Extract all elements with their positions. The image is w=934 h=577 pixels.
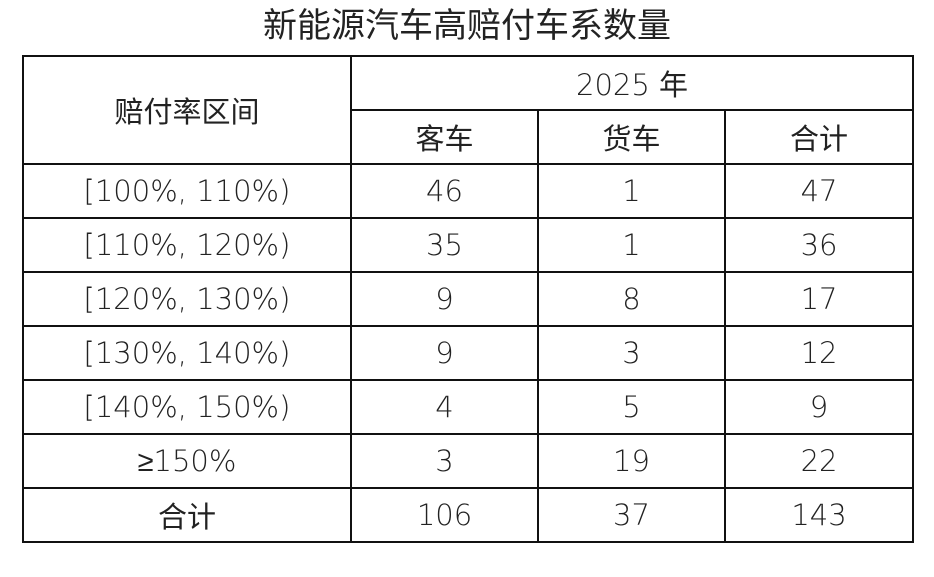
value-cell: 3: [537, 325, 726, 381]
row-label-cell: [130%, 140%): [22, 325, 352, 381]
table-row: [140%, 150%) 4 5 9: [22, 379, 915, 435]
value-cell: 9: [723, 379, 915, 435]
table-row: ≥150% 3 19 22: [22, 433, 915, 489]
value-cell: 143: [723, 487, 915, 543]
total-row: 合计 106 37 143: [22, 487, 915, 543]
value-cell: 47: [723, 163, 915, 219]
subheader-row: 客车 货车 合计: [23, 109, 915, 165]
table-row: [120%, 130%) 9 8 17: [22, 271, 915, 327]
header-row: 赔付率区间 2025 年: [22, 55, 915, 165]
value-cell: 9: [350, 271, 539, 327]
row-label-cell: ≥150%: [22, 433, 352, 489]
row-label-cell: [120%, 130%): [22, 271, 352, 327]
value-cell: 46: [350, 163, 539, 219]
table-title: 新能源汽车高赔付车系数量: [263, 6, 671, 46]
value-cell: 9: [350, 325, 539, 381]
value-cell: 19: [537, 433, 726, 489]
value-cell: 5: [537, 379, 726, 435]
value-cell: 4: [350, 379, 539, 435]
row-label-cell: [140%, 150%): [22, 379, 352, 435]
table-row: [110%, 120%) 35 1 36: [22, 217, 915, 273]
value-cell: 35: [350, 217, 539, 273]
value-cell: 8: [537, 271, 726, 327]
value-cell: 12: [723, 325, 915, 381]
table-row: [100%, 110%) 46 1 47: [22, 163, 915, 219]
value-cell: 3: [350, 433, 539, 489]
column-header: 客车: [350, 109, 539, 165]
table-row: [130%, 140%) 9 3 12: [22, 325, 915, 381]
row-label-cell: [110%, 120%): [22, 217, 352, 273]
data-table: 赔付率区间 2025 年 客车 货车 合计 [100%, 110%) 46 1 47[…: [22, 55, 915, 543]
row-label-cell: [100%, 110%): [22, 163, 352, 219]
value-cell: 17: [723, 271, 915, 327]
row-label-header: 赔付率区间: [22, 55, 352, 165]
value-cell: 106: [350, 487, 539, 543]
year-header: 2025 年: [349, 55, 915, 111]
value-cell: 22: [723, 433, 915, 489]
value-cell: 1: [537, 163, 726, 219]
value-cell: 37: [537, 487, 726, 543]
column-header: 合计: [723, 109, 915, 165]
column-header: 货车: [537, 109, 726, 165]
value-cell: 36: [723, 217, 915, 273]
value-cell: 1: [537, 217, 726, 273]
row-label-cell: 合计: [22, 487, 352, 543]
